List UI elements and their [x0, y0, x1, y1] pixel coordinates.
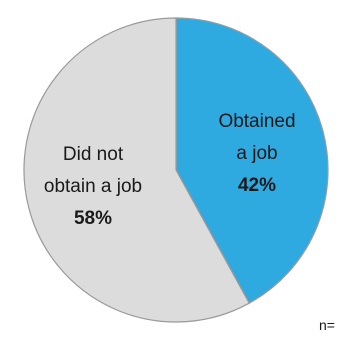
slice-label-did-not-line2: obtain a job	[44, 176, 142, 197]
slice-label-did-not-line1: Did not	[63, 144, 124, 165]
slice-label-obtained-line1: Obtained	[218, 111, 295, 132]
pie-slice-obtained	[175, 17, 329, 305]
sample-size-label: n=	[319, 317, 335, 333]
slice-label-obtained-line2: a job	[236, 143, 277, 164]
pie-slice-did-not-obtain	[23, 17, 251, 323]
slice-percent-obtained: 42%	[238, 175, 276, 196]
slice-percent-did-not: 58%	[74, 208, 112, 229]
